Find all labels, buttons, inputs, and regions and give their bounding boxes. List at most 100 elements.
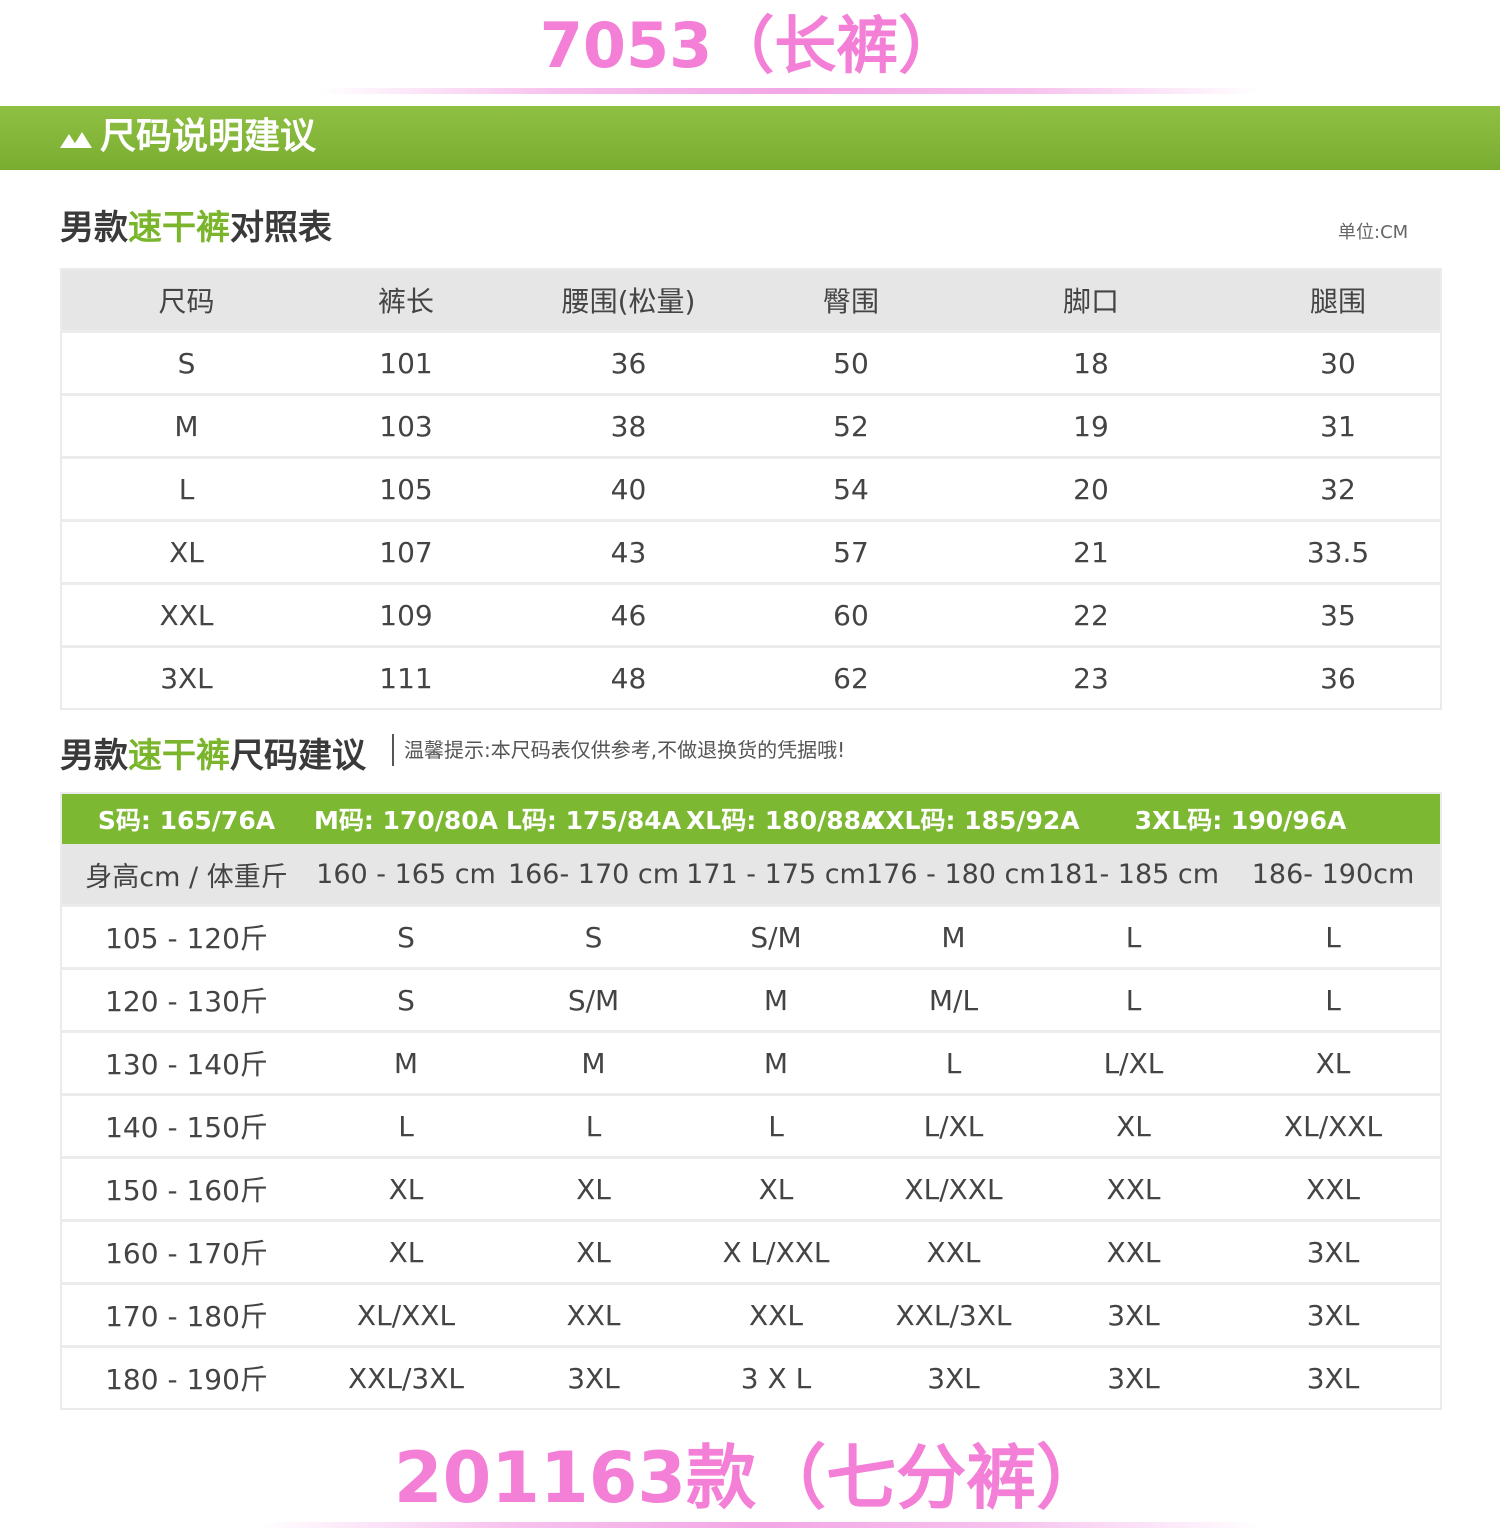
- table-cell: 57: [756, 519, 946, 584]
- standard-size-header: M码: 170/80A: [311, 793, 501, 844]
- table-cell: 22: [946, 582, 1236, 647]
- table-cell: 38: [501, 393, 756, 458]
- table-cell: XL: [1041, 1093, 1226, 1158]
- table-row: 3XL 111 48 62 23 36: [61, 645, 1441, 709]
- table-row: L 105 40 54 20 32: [61, 456, 1441, 521]
- table-cell: 109: [311, 582, 501, 647]
- table-cell: XXL: [1041, 1219, 1226, 1284]
- table-cell: 150 - 160斤: [61, 1156, 311, 1221]
- size-table-heading-accent: 速干裤: [128, 208, 230, 248]
- table-cell: 3XL: [61, 645, 311, 709]
- table-cell: S: [311, 904, 501, 969]
- table-cell: 46: [501, 582, 756, 647]
- table-cell: XL: [311, 1219, 501, 1284]
- suggestion-heading-accent: 速干裤: [128, 736, 230, 776]
- table-cell: 40: [501, 456, 756, 521]
- table-cell: 18: [946, 330, 1236, 395]
- table-cell: 23: [946, 645, 1236, 709]
- table-cell: XL: [1226, 1030, 1442, 1095]
- table-row: 120 - 130斤 S S/M M M/L L L: [61, 967, 1442, 1032]
- table-cell: 3XL: [501, 1345, 686, 1409]
- table-cell: 3XL: [1226, 1282, 1442, 1347]
- table-cell: 20: [946, 456, 1236, 521]
- table-cell: 54: [756, 456, 946, 521]
- table-cell: 3XL: [1226, 1345, 1442, 1409]
- column-header: 脚口: [946, 269, 1236, 332]
- standard-size-header: S码: 165/76A: [61, 793, 311, 844]
- table-cell: 19: [946, 393, 1236, 458]
- table-cell: 31: [1236, 393, 1441, 458]
- height-weight-header-row: 身高cm / 体重斤 160 - 165 cm 166- 170 cm 171 …: [61, 844, 1442, 906]
- table-cell: 103: [311, 393, 501, 458]
- size-table-header-row: 尺码 裤长 腰围(松量) 臀围 脚口 腿围: [61, 269, 1441, 332]
- column-header: 裤长: [311, 269, 501, 332]
- standard-size-header: XXL码: 185/92A: [866, 793, 1080, 844]
- bottom-title-underline: [260, 1522, 1260, 1528]
- column-header: 腰围(松量): [501, 269, 756, 332]
- table-cell: L: [61, 456, 311, 521]
- suggestion-heading-suffix: 尺码建议: [230, 736, 366, 776]
- column-header: 171 - 175 cm: [686, 844, 866, 906]
- table-cell: XXL: [686, 1282, 866, 1347]
- table-cell: 62: [756, 645, 946, 709]
- table-cell: XL: [686, 1156, 866, 1221]
- table-cell: XL: [61, 519, 311, 584]
- size-table-heading-prefix: 男款: [60, 208, 128, 248]
- product-title-7053: 7053（长裤）: [539, 9, 961, 82]
- table-cell: S/M: [686, 904, 866, 969]
- table-cell: L: [686, 1093, 866, 1158]
- table-cell: 105: [311, 456, 501, 521]
- table-cell: L: [866, 1030, 1041, 1095]
- standard-size-header: XL码: 180/88A: [686, 793, 880, 844]
- section-banner: [0, 106, 1500, 170]
- table-cell: 130 - 140斤: [61, 1030, 311, 1095]
- table-cell: 140 - 150斤: [61, 1093, 311, 1158]
- table-cell: 60: [756, 582, 946, 647]
- standard-size-header: L码: 175/84A: [501, 793, 686, 844]
- table-cell: M: [686, 967, 866, 1032]
- table-row: 140 - 150斤 L L L L/XL XL XL/XXL: [61, 1093, 1442, 1158]
- table-cell: M: [311, 1030, 501, 1095]
- size-table-heading: 男款速干裤对照表: [60, 200, 332, 249]
- column-header: 身高cm / 体重斤: [61, 844, 311, 906]
- table-cell: XL/XXL: [311, 1282, 501, 1347]
- column-header: 181- 185 cm: [1041, 844, 1226, 906]
- table-row: XXL 109 46 60 22 35: [61, 582, 1441, 647]
- table-cell: 180 - 190斤: [61, 1345, 311, 1409]
- standard-size-header: 3XL码: 190/96A: [1041, 793, 1442, 844]
- table-cell: 107: [311, 519, 501, 584]
- column-header: 166- 170 cm: [501, 844, 686, 906]
- table-cell: XXL: [1041, 1156, 1226, 1221]
- table-cell: M: [501, 1030, 686, 1095]
- table-cell: S/M: [501, 967, 686, 1032]
- title-underline: [320, 88, 1260, 94]
- column-header: 160 - 165 cm: [311, 844, 501, 906]
- table-cell: M: [686, 1030, 866, 1095]
- table-cell: XXL: [866, 1219, 1041, 1284]
- table-row: 160 - 170斤 XL XL X L/XXL XXL XXL 3XL: [61, 1219, 1442, 1284]
- table-cell: X L/XXL: [686, 1219, 866, 1284]
- suggestion-table-heading: 男款速干裤尺码建议: [60, 728, 366, 777]
- table-cell: XXL: [1226, 1156, 1442, 1221]
- table-row: S 101 36 50 18 30: [61, 330, 1441, 395]
- table-cell: 3XL: [1226, 1219, 1442, 1284]
- table-row: 130 - 140斤 M M M L L/XL XL: [61, 1030, 1442, 1095]
- table-cell: XXL/3XL: [866, 1282, 1041, 1347]
- table-cell: 21: [946, 519, 1236, 584]
- table-cell: L: [1041, 967, 1226, 1032]
- size-comparison-table: 尺码 裤长 腰围(松量) 臀围 脚口 腿围 S 101 36 50 18 30 …: [60, 268, 1442, 710]
- size-table-heading-suffix: 对照表: [230, 208, 332, 248]
- table-cell: L/XL: [1041, 1030, 1226, 1095]
- table-cell: 50: [756, 330, 946, 395]
- table-cell: XXL: [61, 582, 311, 647]
- table-cell: S: [61, 330, 311, 395]
- table-cell: XXL/3XL: [311, 1345, 501, 1409]
- column-header: 臀围: [756, 269, 946, 332]
- table-cell: 43: [501, 519, 756, 584]
- table-cell: 33.5: [1236, 519, 1441, 584]
- table-cell: 48: [501, 645, 756, 709]
- table-cell: 35: [1236, 582, 1441, 647]
- table-cell: XL: [501, 1219, 686, 1284]
- suggestion-heading-prefix: 男款: [60, 736, 128, 776]
- table-cell: M: [61, 393, 311, 458]
